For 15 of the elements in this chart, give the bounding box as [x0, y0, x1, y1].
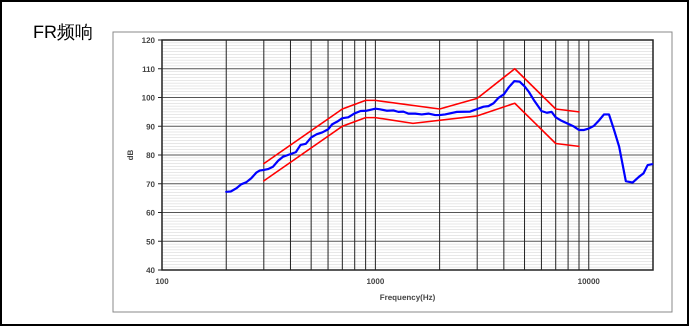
- x-tick-label: 10000: [578, 277, 600, 286]
- x-tick-label: 1000: [366, 277, 385, 286]
- y-tick-label: 110: [142, 64, 156, 74]
- y-tick-label: 70: [146, 180, 156, 189]
- y-axis-title: dB: [126, 149, 135, 160]
- y-tick-label: 90: [146, 122, 156, 132]
- chart-title: FR频响: [33, 22, 93, 42]
- x-tick-label: 100: [155, 277, 170, 286]
- y-tick-label: 100: [142, 94, 156, 102]
- y-tick-label: 120: [142, 36, 156, 45]
- y-tick-label: 40: [146, 266, 156, 275]
- y-tick-label: 80: [146, 151, 156, 160]
- x-axis-title: Frequency(Hz): [380, 293, 436, 302]
- y-tick-label: 50: [146, 237, 156, 246]
- y-tick-label: 60: [146, 208, 156, 218]
